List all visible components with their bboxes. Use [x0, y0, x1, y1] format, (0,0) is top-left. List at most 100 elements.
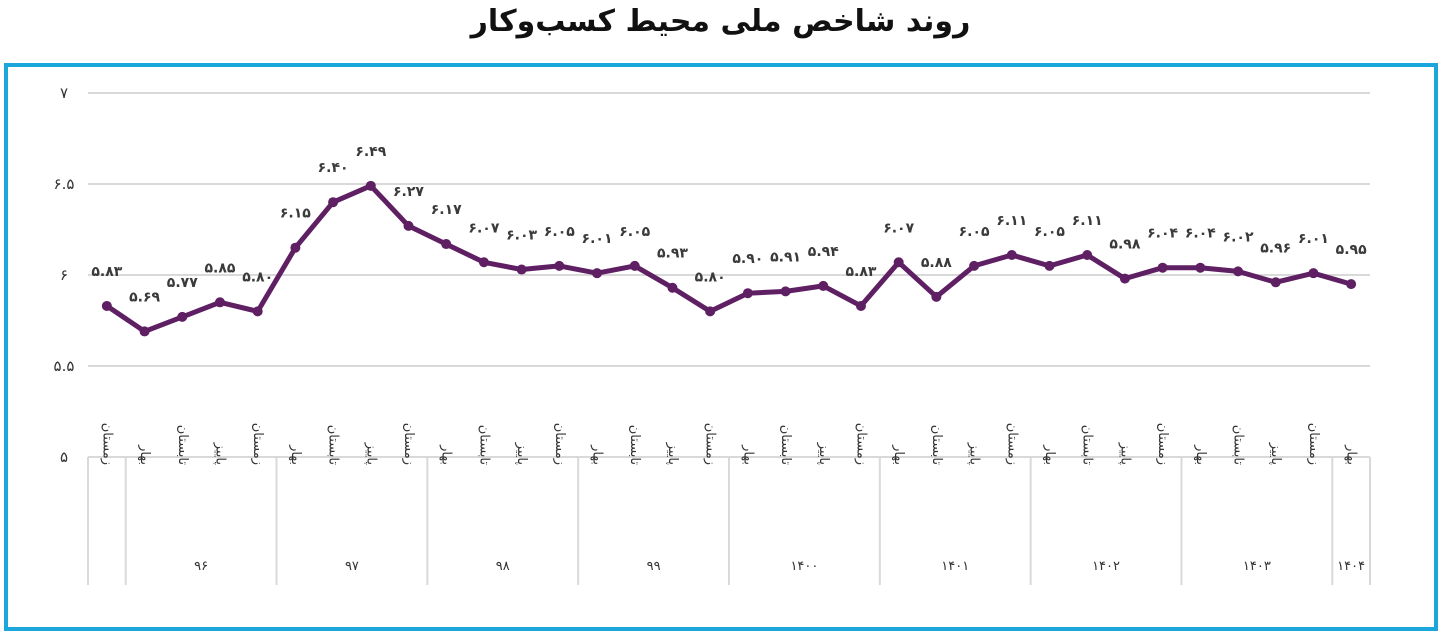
season-label: پاییز [816, 442, 831, 466]
data-point [969, 260, 980, 271]
data-label: ۵.۸۳ [91, 264, 122, 280]
data-label: ۵.۸۰ [242, 269, 273, 285]
year-group-label: ۱۴۰۱ [941, 559, 969, 574]
data-label: ۵.۹۰ [732, 251, 763, 267]
data-label: ۵.۹۶ [1260, 240, 1291, 256]
season-label: پاییز [967, 442, 982, 466]
data-label: ۶.۰۷ [468, 220, 499, 236]
data-label: ۶.۰۲ [1223, 229, 1254, 245]
data-point [516, 264, 527, 275]
data-point [441, 239, 452, 250]
season-label: تابستان [778, 425, 793, 466]
data-point [1270, 277, 1281, 288]
year-group-label: ۹۷ [345, 559, 359, 574]
season-label: بهار [590, 444, 605, 465]
data-point [855, 300, 866, 311]
season-label: بهار [439, 444, 454, 465]
season-label: زمستان [250, 423, 265, 465]
gridlines [88, 92, 1370, 367]
data-point [1006, 249, 1017, 260]
season-label: زمستان [99, 423, 114, 465]
data-point [893, 257, 904, 268]
data-point [780, 286, 791, 297]
data-point [667, 282, 678, 293]
data-point [705, 306, 716, 317]
data-point [554, 260, 565, 271]
data-label: ۶.۴۹ [355, 144, 386, 160]
season-label: تابستان [1080, 425, 1095, 466]
year-group-label: ۱۴۰۲ [1092, 559, 1120, 574]
data-label: ۵.۹۵ [1336, 242, 1367, 258]
data-label: ۵.۹۱ [770, 249, 801, 265]
data-label: ۶.۱۷ [431, 202, 462, 218]
season-label: بهار [1344, 444, 1359, 465]
season-label: تابستان [1231, 425, 1246, 466]
data-label: ۶.۱۵ [280, 206, 311, 222]
series-line [101, 180, 1357, 337]
data-point [478, 257, 489, 268]
data-point [214, 297, 225, 308]
x-axis: ۹۶ ۹۷ ۹۸ ۹۹ ۱۴۰۰ ۱۴۰۱ ۱۴۰۲ ۱۴۰۳ ۱۴۰۴ زمستان بهار تا… [87, 423, 1371, 585]
year-group-label: ۹۶ [194, 559, 208, 574]
season-label: تابستان [476, 425, 491, 466]
season-label: زمستان [703, 423, 718, 465]
data-point [931, 291, 942, 302]
y-tick-label: ۷ [60, 84, 68, 102]
data-point [1195, 262, 1206, 273]
data-label: ۶.۰۷ [883, 220, 914, 236]
season-label: بهار [891, 444, 906, 465]
data-label: ۶.۰۴ [1185, 226, 1216, 242]
data-label: ۶.۲۷ [393, 184, 424, 200]
season-label: پاییز [1268, 442, 1283, 466]
data-label: ۶.۱۱ [996, 213, 1027, 229]
y-tick-label: ۵ [60, 448, 68, 466]
data-point [101, 300, 112, 311]
y-tick-label: ۵.۵ [54, 357, 75, 375]
season-label: بهار [740, 444, 755, 465]
season-label: تابستان [929, 425, 944, 466]
season-label: پاییز [212, 442, 227, 466]
data-label: ۶.۴۰ [318, 160, 349, 176]
data-point [403, 220, 414, 231]
season-label: پاییز [363, 442, 378, 466]
data-label: ۶.۰۵ [1034, 224, 1065, 240]
data-label: ۵.۸۸ [921, 255, 952, 271]
data-point [365, 180, 376, 191]
data-label: ۶.۰۴ [1147, 226, 1178, 242]
data-label: ۶.۰۱ [582, 231, 613, 247]
data-point [592, 268, 603, 279]
year-group-label: ۱۴۰۰ [790, 559, 818, 574]
season-label: بهار [137, 444, 152, 465]
data-label: ۵.۷۷ [167, 275, 198, 291]
season-label: پاییز [514, 442, 529, 466]
season-label: زمستان [1155, 423, 1170, 465]
season-label: بهار [1193, 444, 1208, 465]
chart-title: روند شاخص ملی محیط کسب‌وکار [470, 4, 971, 39]
data-label: ۶.۰۵ [619, 224, 650, 240]
data-point [1044, 260, 1055, 271]
season-label: بهار [288, 444, 303, 465]
season-label: پاییز [665, 442, 680, 466]
data-point [1308, 268, 1319, 279]
season-label: زمستان [853, 423, 868, 465]
data-label: ۶.۰۳ [506, 228, 537, 244]
data-label: ۵.۸۵ [204, 260, 235, 276]
data-label: ۵.۹۴ [808, 244, 839, 260]
season-label: تابستان [326, 425, 341, 466]
data-label: ۶.۰۱ [1298, 231, 1329, 247]
data-point [629, 260, 640, 271]
season-label: زمستان [1004, 423, 1019, 465]
season-label: زمستان [1306, 423, 1321, 465]
season-label: پاییز [1117, 442, 1132, 466]
chart-frame [4, 63, 1438, 631]
year-group-label: ۹۹ [647, 559, 661, 574]
data-point [290, 242, 301, 253]
data-label: ۵.۸۰ [695, 269, 726, 285]
data-label: ۵.۹۳ [657, 246, 688, 262]
season-label: زمستان [401, 423, 416, 465]
data-label: ۶.۱۱ [1072, 213, 1103, 229]
data-point [818, 280, 829, 291]
data-label: ۶.۰۵ [959, 224, 990, 240]
data-point [139, 326, 150, 337]
